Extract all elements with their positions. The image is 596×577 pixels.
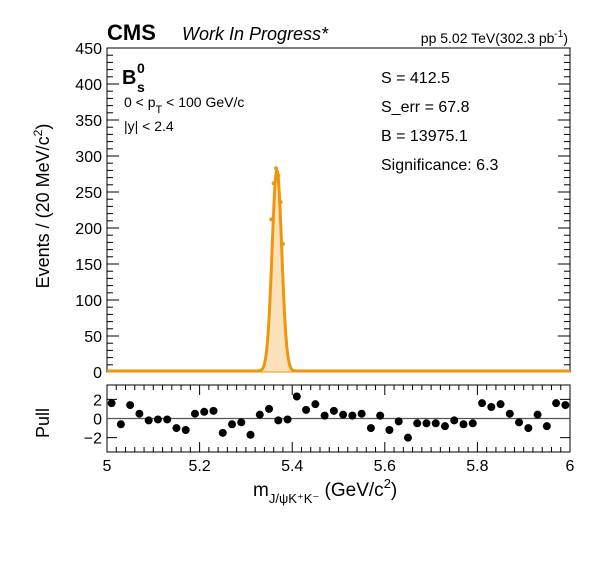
fit-curve <box>107 165 570 373</box>
pt-cut-label: 0 < pT < 100 GeV/c <box>124 94 244 116</box>
pull-point <box>218 428 227 437</box>
pull-point <box>533 410 542 419</box>
main-y-tick-label: 150 <box>75 257 102 274</box>
data-point <box>276 173 281 178</box>
pull-point <box>255 410 264 419</box>
pull-point <box>320 411 329 420</box>
experiment-label: CMS <box>107 20 156 45</box>
pull-point <box>561 401 570 410</box>
data-points <box>269 166 285 246</box>
main-y-tick-label: 450 <box>75 41 102 58</box>
pull-point <box>283 415 292 424</box>
stat-signal-error: S_err = 67.8 <box>381 99 470 116</box>
pull-x-tick-label: 5.2 <box>188 458 210 475</box>
pull-point <box>403 433 412 442</box>
pull-x-tick-label: 5 <box>103 458 112 475</box>
pull-point <box>209 406 218 415</box>
data-point <box>273 166 278 171</box>
main-plot-area <box>107 165 570 373</box>
energy-label: pp 5.02 TeV(302.3 pb-1) <box>421 29 568 46</box>
pull-point <box>366 424 375 433</box>
status-label: Work In Progress* <box>182 24 329 44</box>
pull-point <box>552 399 561 408</box>
pull-y-tick-label: 0 <box>93 412 102 429</box>
pull-x-axis: 5 5.2 5.4 5.6 5.8 6 <box>103 385 575 475</box>
pull-point <box>394 417 403 426</box>
pull-point <box>200 407 209 416</box>
main-y-tick-label: 400 <box>75 77 102 94</box>
data-point <box>280 241 285 246</box>
pull-point <box>135 409 144 418</box>
pull-y-tick-label: 2 <box>93 392 102 409</box>
pull-point <box>126 401 135 410</box>
pull-point <box>487 403 496 412</box>
pull-point <box>357 409 366 418</box>
pull-x-tick-label: 5.6 <box>374 458 396 475</box>
pull-point <box>190 409 199 418</box>
pull-points <box>107 392 570 442</box>
pull-point <box>385 425 394 434</box>
stat-significance: Significance: 6.3 <box>381 157 499 174</box>
pull-point <box>496 400 505 409</box>
main-y-tick-label: 100 <box>75 293 102 310</box>
pull-point <box>478 399 487 408</box>
main-y-axis: 0 50 100 150 200 250 300 350 400 450 <box>75 41 570 382</box>
stat-signal: S = 412.5 <box>381 70 450 87</box>
pull-point <box>237 418 246 427</box>
pull-point <box>376 411 385 420</box>
pull-x-tick-label: 5.4 <box>281 458 303 475</box>
y-cut-label: |y| < 2.4 <box>124 118 174 134</box>
pull-point <box>172 424 181 433</box>
signal-fill <box>252 170 301 373</box>
main-y-tick-label: 50 <box>84 329 102 346</box>
pull-point <box>163 415 172 424</box>
pull-point <box>116 420 125 429</box>
pull-point <box>515 418 524 427</box>
main-y-tick-label: 250 <box>75 185 102 202</box>
pull-point <box>246 430 255 439</box>
main-y-tick-label: 0 <box>93 365 102 382</box>
pull-point <box>265 404 274 413</box>
pull-point <box>450 416 459 425</box>
data-point <box>278 200 283 205</box>
pull-point <box>228 420 237 429</box>
main-y-tick-label: 200 <box>75 221 102 238</box>
pull-point <box>107 399 116 408</box>
pull-point <box>339 410 348 419</box>
pull-point <box>468 419 477 428</box>
pull-x-tick-label: 5.8 <box>466 458 488 475</box>
pull-point <box>440 422 449 431</box>
pull-point <box>413 419 422 428</box>
main-y-title: Events / (20 MeV/c2) <box>31 124 53 289</box>
stat-background: B = 13975.1 <box>381 128 468 145</box>
pull-point <box>348 411 357 420</box>
pull-point <box>329 406 338 415</box>
pull-point <box>144 416 153 425</box>
pull-point <box>459 420 468 429</box>
data-point <box>271 181 276 186</box>
pull-point <box>274 416 283 425</box>
pull-point <box>292 392 301 401</box>
pull-point <box>302 405 311 414</box>
pull-point <box>153 415 162 424</box>
pull-y-tick-label: −2 <box>84 431 102 448</box>
pull-point <box>422 419 431 428</box>
x-axis-title: mJ/ψK⁺K⁻ (GeV/c2) <box>253 476 397 506</box>
pull-point <box>431 419 440 428</box>
pull-x-tick-label: 6 <box>566 458 575 475</box>
main-y-tick-label: 350 <box>75 113 102 130</box>
pull-point <box>542 422 551 431</box>
pull-point <box>311 400 320 409</box>
pull-y-title: Pull <box>33 408 53 438</box>
pull-point <box>505 409 514 418</box>
main-y-tick-label: 300 <box>75 149 102 166</box>
data-point <box>269 217 274 222</box>
pull-point <box>181 425 190 434</box>
pull-point <box>524 424 533 433</box>
particle-label: B0 s <box>122 60 145 95</box>
